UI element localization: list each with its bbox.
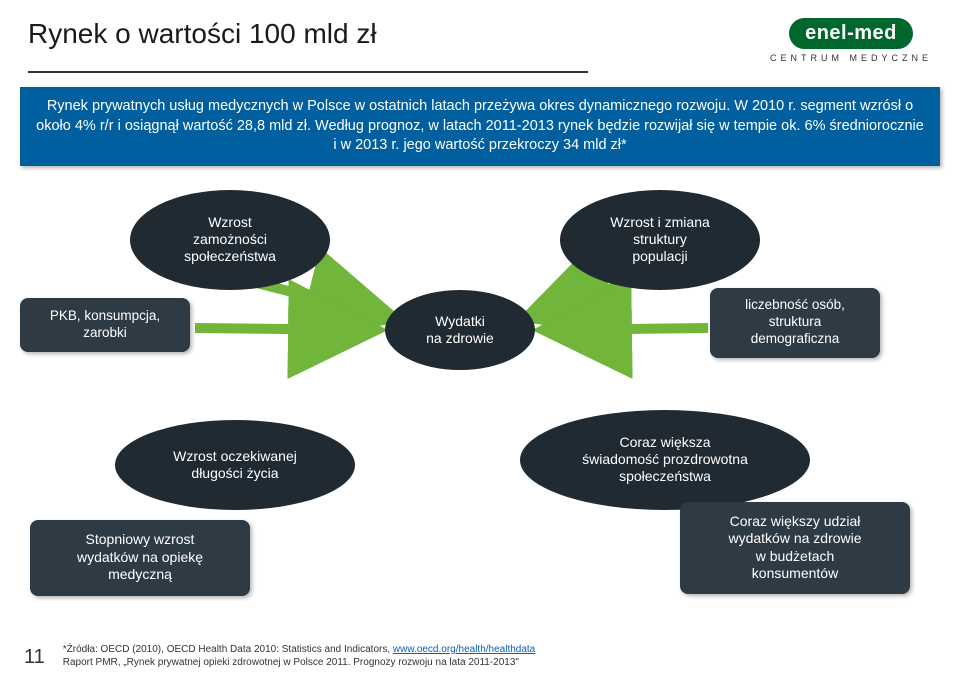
- header: Rynek o wartości 100 mld zł enel-med CEN…: [0, 0, 960, 71]
- page-number: 11: [24, 646, 45, 669]
- node-health-awareness: Coraz większaświadomość prozdrowotnaspoł…: [520, 410, 810, 510]
- arrow: [195, 328, 378, 330]
- diagram-area: Wzrostzamożnościspołeczeństwa Wzrost i z…: [20, 180, 940, 610]
- label-gradual-growth: Stopniowy wzrostwydatków na opiekęmedycz…: [30, 520, 250, 596]
- label-demographics: liczebność osób,strukturademograficzna: [710, 288, 880, 358]
- footnote-line1: *Źródła: OECD (2010), OECD Health Data 2…: [63, 644, 393, 655]
- node-wealth-growth: Wzrostzamożnościspołeczeństwa: [130, 190, 330, 290]
- logo-subtitle: CENTRUM MEDYCZNE: [770, 53, 932, 63]
- label-gdp: PKB, konsumpcja,zarobki: [20, 298, 190, 352]
- logo: enel-med CENTRUM MEDYCZNE: [770, 18, 932, 63]
- footnote-link[interactable]: www.oecd.org/health/healthdata: [393, 644, 535, 655]
- footer: 11 *Źródła: OECD (2010), OECD Health Dat…: [24, 643, 535, 669]
- footnote-line2: Raport PMR, „Rynek prywatnej opieki zdro…: [63, 657, 519, 668]
- node-population-change: Wzrost i zmianastrukturypopulacji: [560, 190, 760, 290]
- node-life-expectancy: Wzrost oczekiwanejdługości życia: [115, 420, 355, 510]
- arrow: [542, 328, 708, 330]
- logo-brand: enel-med: [789, 18, 913, 49]
- label-budget-share: Coraz większy udziałwydatków na zdrowiew…: [680, 502, 910, 594]
- node-health-spending: Wydatkina zdrowie: [385, 290, 535, 370]
- intro-callout: Rynek prywatnych usług medycznych w Pols…: [20, 87, 940, 166]
- page-title: Rynek o wartości 100 mld zł: [28, 18, 377, 50]
- title-underline: [28, 71, 588, 73]
- footnote: *Źródła: OECD (2010), OECD Health Data 2…: [63, 643, 535, 669]
